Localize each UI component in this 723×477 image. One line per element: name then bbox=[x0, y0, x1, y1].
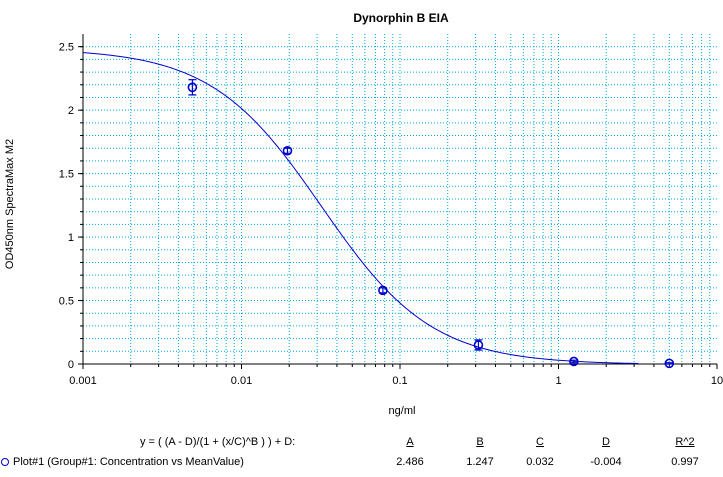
x-tick-label: 10 bbox=[711, 375, 723, 387]
param-header-d: D bbox=[602, 436, 610, 448]
chart-title: Dynorphin B EIA bbox=[353, 11, 449, 25]
legend-circle-icon bbox=[1, 458, 9, 466]
data-points bbox=[187, 79, 675, 369]
param-header-c: C bbox=[536, 436, 544, 448]
param-value-a: 2.486 bbox=[396, 456, 424, 468]
legend-series-label: Plot#1 (Group#1: Concentration vs MeanVa… bbox=[13, 456, 244, 468]
y-tick-label: 1 bbox=[68, 232, 74, 244]
axes bbox=[78, 34, 718, 369]
param-value-b: 1.247 bbox=[466, 456, 494, 468]
chart: Dynorphin B EIA 0.001 0.01 0.1 1 10 0 0.5 1 1.5… bbox=[4, 11, 723, 417]
x-axis-label: ng/ml bbox=[389, 405, 416, 417]
grid bbox=[82, 34, 717, 364]
x-tick-labels: 0.001 0.01 0.1 1 10 bbox=[69, 375, 723, 387]
y-tick-label: 2 bbox=[68, 105, 74, 117]
data-point bbox=[187, 82, 198, 93]
x-tick-label: 0.001 bbox=[69, 375, 97, 387]
param-value-r2: 0.997 bbox=[671, 456, 699, 468]
param-header-b: B bbox=[476, 436, 484, 448]
data-point bbox=[664, 358, 675, 369]
x-tick-label: 0.01 bbox=[231, 375, 252, 387]
y-axis-label: OD450nm SpectraMax M2 bbox=[4, 139, 16, 269]
param-header-a: A bbox=[406, 436, 414, 448]
y-tick-label: 0.5 bbox=[59, 296, 74, 308]
y-tick-label: 2.5 bbox=[59, 42, 74, 54]
data-point bbox=[378, 285, 388, 296]
data-point bbox=[473, 340, 484, 350]
param-value-d: -0.004 bbox=[590, 456, 622, 468]
data-point bbox=[282, 145, 293, 156]
param-value-c: 0.032 bbox=[526, 456, 554, 468]
y-tick-label: 1.5 bbox=[59, 169, 74, 181]
x-tick-label: 0.1 bbox=[392, 375, 407, 387]
data-point bbox=[569, 356, 579, 367]
fit-equation: y = ( (A - D)/(1 + (x/C)^B ) ) + D: bbox=[140, 436, 296, 448]
y-tick-labels: 0 0.5 1 1.5 2 2.5 bbox=[59, 42, 74, 371]
param-header-r2: R^2 bbox=[675, 436, 695, 448]
y-tick-label: 0 bbox=[68, 359, 74, 371]
fit-curve bbox=[82, 52, 639, 364]
x-tick-label: 1 bbox=[555, 375, 561, 387]
